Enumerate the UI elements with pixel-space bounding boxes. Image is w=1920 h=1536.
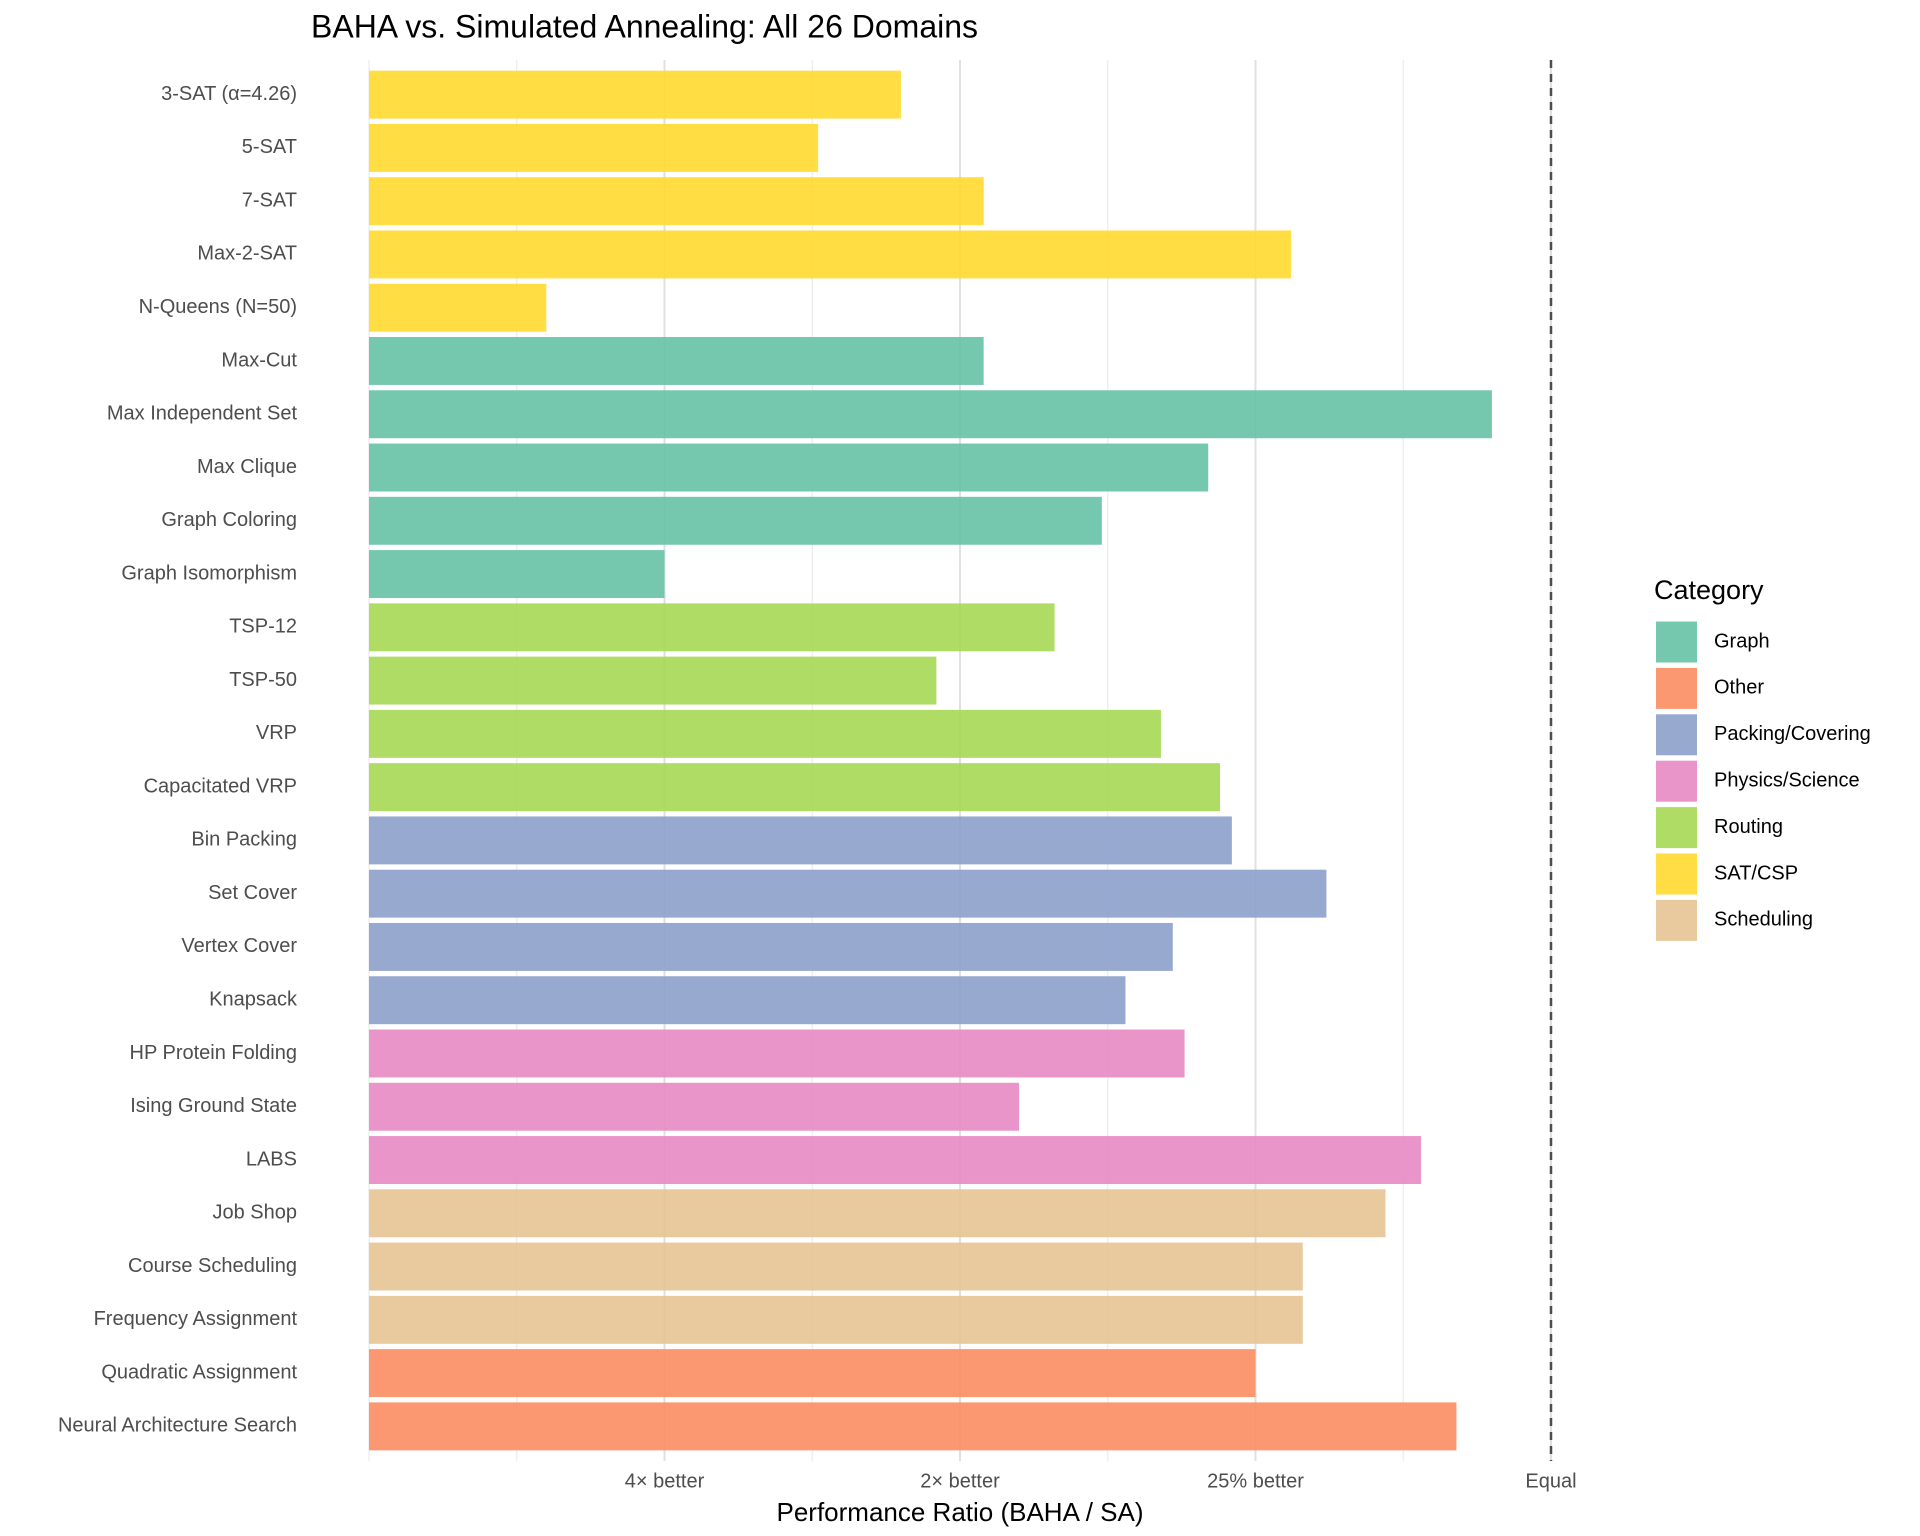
legend-label: Scheduling [1714, 909, 1813, 931]
bar [369, 763, 1221, 812]
y-tick-label: Max Clique [197, 456, 297, 478]
x-tick-label: 4× better [625, 1470, 705, 1492]
legend-label: Routing [1714, 816, 1783, 838]
y-tick-label: TSP-12 [229, 616, 297, 638]
bar [369, 1295, 1303, 1344]
bar [369, 1136, 1421, 1184]
y-tick-label: Max-2-SAT [197, 243, 297, 265]
y-tick-label: HP Protein Folding [130, 1042, 298, 1064]
y-tick-label: Max-Cut [221, 349, 297, 371]
y-tick-label: Knapsack [209, 988, 298, 1010]
bar [369, 230, 1291, 279]
bar [369, 1349, 1256, 1398]
legend-key [1656, 760, 1697, 802]
legend-key [1656, 807, 1697, 849]
bar [369, 709, 1161, 758]
x-axis-title: Performance Ratio (BAHA / SA) [776, 1497, 1143, 1527]
bar [369, 1029, 1185, 1078]
x-tick-label: Equal [1525, 1470, 1576, 1492]
bar [369, 922, 1173, 971]
bar [369, 496, 1102, 545]
y-tick-label: 7-SAT [242, 189, 297, 211]
bar [369, 123, 819, 172]
y-tick-label: Vertex Cover [181, 935, 297, 957]
bar [369, 1082, 1020, 1131]
y-tick-label: VRP [256, 722, 297, 744]
legend-key [1656, 714, 1697, 756]
y-tick-label: Neural Architecture Search [58, 1415, 297, 1437]
chart-title: BAHA vs. Simulated Annealing: All 26 Dom… [311, 8, 978, 44]
y-tick-label: Ising Ground State [130, 1095, 297, 1117]
y-tick-label: LABS [246, 1148, 297, 1170]
legend-key [1656, 667, 1697, 709]
legend-key [1656, 899, 1697, 941]
bar [369, 816, 1232, 865]
y-tick-label: Bin Packing [191, 829, 297, 851]
x-tick-label: 25% better [1207, 1470, 1304, 1492]
legend-title: Category [1654, 575, 1764, 605]
bar [369, 603, 1055, 652]
y-tick-label: 5-SAT [242, 136, 297, 158]
legend-label: SAT/CSP [1714, 862, 1798, 884]
y-tick-label: Capacitated VRP [144, 775, 297, 797]
legend-label: Graph [1714, 630, 1770, 652]
bar [369, 443, 1209, 492]
y-tick-label: 3-SAT (α=4.26) [161, 83, 297, 105]
bar [369, 1189, 1386, 1238]
bar [369, 337, 984, 385]
y-tick-label: Course Scheduling [128, 1255, 297, 1277]
y-tick-label: N-Queens (N=50) [139, 296, 297, 318]
bar [369, 976, 1126, 1025]
legend-label: Physics/Science [1714, 769, 1860, 791]
bar [369, 1402, 1457, 1451]
bar [369, 283, 547, 332]
bar [369, 177, 984, 226]
y-tick-label: Graph Coloring [161, 509, 297, 531]
bar [369, 1242, 1303, 1291]
bar [369, 70, 901, 119]
y-tick-label: Frequency Assignment [94, 1308, 298, 1330]
legend-label: Other [1714, 677, 1764, 699]
bar [369, 390, 1492, 439]
y-tick-label: TSP-50 [229, 669, 297, 691]
bar [369, 869, 1327, 918]
x-tick-label: 2× better [920, 1470, 1000, 1492]
legend-label: Packing/Covering [1714, 723, 1871, 745]
legend-key [1656, 853, 1697, 895]
y-tick-label: Graph Isomorphism [121, 562, 297, 584]
legend-key [1656, 621, 1697, 663]
y-tick-label: Max Independent Set [107, 403, 298, 425]
bar [369, 550, 665, 599]
y-tick-label: Job Shop [212, 1202, 297, 1224]
y-tick-label: Set Cover [208, 882, 297, 904]
y-tick-label: Quadratic Assignment [101, 1361, 297, 1383]
bar [369, 656, 937, 705]
